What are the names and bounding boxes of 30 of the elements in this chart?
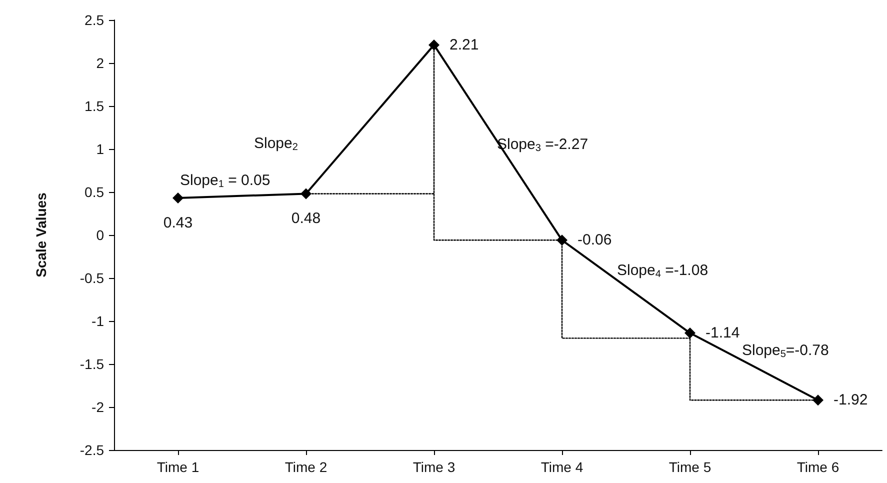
y-tick-label: 1.5: [84, 98, 104, 114]
y-tick-label: 2.5: [84, 12, 104, 28]
y-tick-label: -1: [92, 313, 104, 329]
y-tick-label: -1.5: [80, 356, 104, 372]
x-tick-label: Time 3: [412, 459, 456, 475]
data-label: 0.48: [291, 210, 321, 228]
y-tick-label: -2: [92, 399, 104, 415]
data-label: -0.06: [578, 232, 612, 249]
y-tick-label: 1: [96, 141, 104, 157]
y-tick-label: -2.5: [80, 442, 104, 458]
point: [684, 328, 696, 339]
data-label: 0.43: [163, 214, 193, 232]
data-label: -1.14: [706, 324, 740, 342]
point: [300, 188, 312, 200]
y-axis-title: Scale Values: [33, 192, 49, 278]
x-tick-label: Time 5: [668, 459, 712, 475]
x-tick-label: Time 4: [540, 459, 584, 475]
y-tick-label: 0.5: [84, 184, 104, 200]
data-label: -1.92: [834, 392, 868, 409]
x-tick-label: Time 1: [156, 459, 200, 475]
y-tick-label: -0.5: [80, 270, 104, 286]
point: [812, 394, 824, 406]
point: [172, 192, 184, 204]
x-tick-label: Time 2: [284, 459, 328, 475]
x-tick-label: Time 6: [796, 459, 840, 475]
point: [428, 39, 440, 50]
data-label: 2.21: [450, 36, 479, 54]
y-tick-label: 0: [96, 227, 104, 243]
point: [556, 234, 568, 246]
y-tick-label: 2: [96, 55, 104, 71]
